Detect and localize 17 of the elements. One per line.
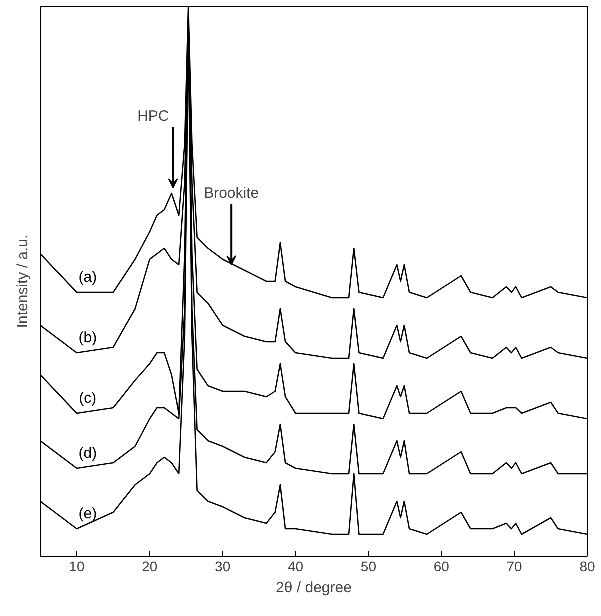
x-tick-label: 10	[69, 558, 85, 574]
x-tick-label: 50	[360, 558, 377, 574]
annotation: Brookite	[204, 184, 260, 202]
x-tick-label: 70	[506, 558, 523, 574]
series-label: (b)	[78, 329, 98, 346]
x-tick-label: 20	[142, 558, 158, 574]
x-axis-title: 2θ / degree	[276, 580, 352, 596]
annotation: HPC	[138, 108, 170, 125]
x-tick-label: 80	[580, 558, 596, 574]
x-tick-label: 40	[288, 558, 304, 574]
series-label: (e)	[78, 505, 98, 522]
y-axis-title: Intensity / a.u.	[14, 234, 32, 328]
x-tick-label: 30	[215, 558, 231, 574]
series-label: (a)	[78, 268, 98, 286]
series-label: (c)	[79, 390, 97, 407]
x-tick-label: 60	[434, 558, 450, 574]
series-label: (d)	[78, 444, 98, 462]
